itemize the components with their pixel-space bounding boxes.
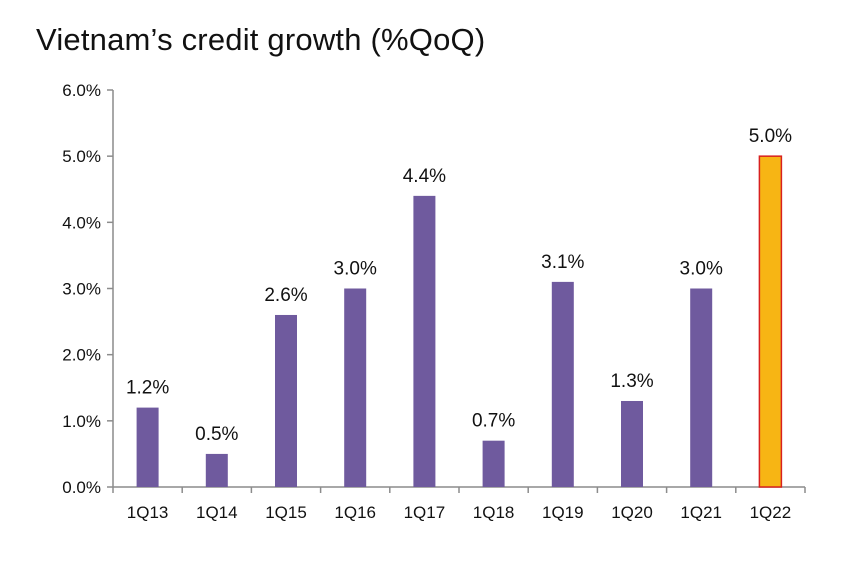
bar-1Q21 [690,288,713,487]
x-tick-label-1Q16: 1Q16 [334,503,376,522]
bar-1Q13 [136,407,159,487]
axes: 0.0% 1.0% 2.0% 3.0% 4.0% 5.0% 6.0% 1Q13 1Q14 1Q15… [62,81,806,522]
y-tick-label: 0.0% [62,478,101,497]
bar-1Q22 [758,155,783,488]
chart-title: Vietnam’s credit growth (%QoQ) [36,22,486,57]
x-tick-label-1Q18: 1Q18 [473,503,515,522]
x-tick-label-1Q15: 1Q15 [265,503,307,522]
data-label-1Q22: 5.0% [749,126,792,147]
x-tick-label-1Q21: 1Q21 [680,503,722,522]
x-tick-label-1Q19: 1Q19 [542,503,584,522]
bar-1Q15 [275,314,297,487]
y-tick-label: 5.0% [62,147,101,166]
y-tick-label: 6.0% [62,81,101,100]
y-tick-label: 1.0% [62,412,101,431]
data-label-1Q14: 0.5% [195,424,238,445]
y-tick-label: 4.0% [62,213,101,232]
bar-1Q16 [344,288,367,487]
x-tick-label-1Q17: 1Q17 [404,503,446,522]
x-tick-label-1Q20: 1Q20 [611,503,653,522]
bar-1Q17 [413,195,436,487]
bars [136,155,783,488]
x-tick-label-1Q13: 1Q13 [127,503,169,522]
x-tick-label-1Q22: 1Q22 [750,503,792,522]
bar-1Q19 [551,281,574,487]
y-tick-label: 2.0% [62,346,101,365]
bar-1Q20 [621,400,643,487]
data-label-1Q15: 2.6% [264,285,307,306]
bar-1Q14 [205,453,228,487]
y-tick-label: 3.0% [62,280,101,299]
data-label-1Q21: 3.0% [680,259,723,280]
data-label-1Q18: 0.7% [472,411,515,432]
data-label-1Q16: 3.0% [334,259,377,280]
data-label-1Q13: 1.2% [126,378,169,399]
bar-1Q18 [482,440,505,487]
data-label-1Q19: 3.1% [541,252,584,273]
data-label-1Q17: 4.4% [403,166,446,187]
data-label-1Q20: 1.3% [610,371,653,392]
x-tick-label-1Q14: 1Q14 [196,503,238,522]
data-labels: 1.2% 0.5% 2.6% 3.0% 4.4% 0.7% 3.1% 1.3% 3.0% 5.0% [126,126,792,445]
